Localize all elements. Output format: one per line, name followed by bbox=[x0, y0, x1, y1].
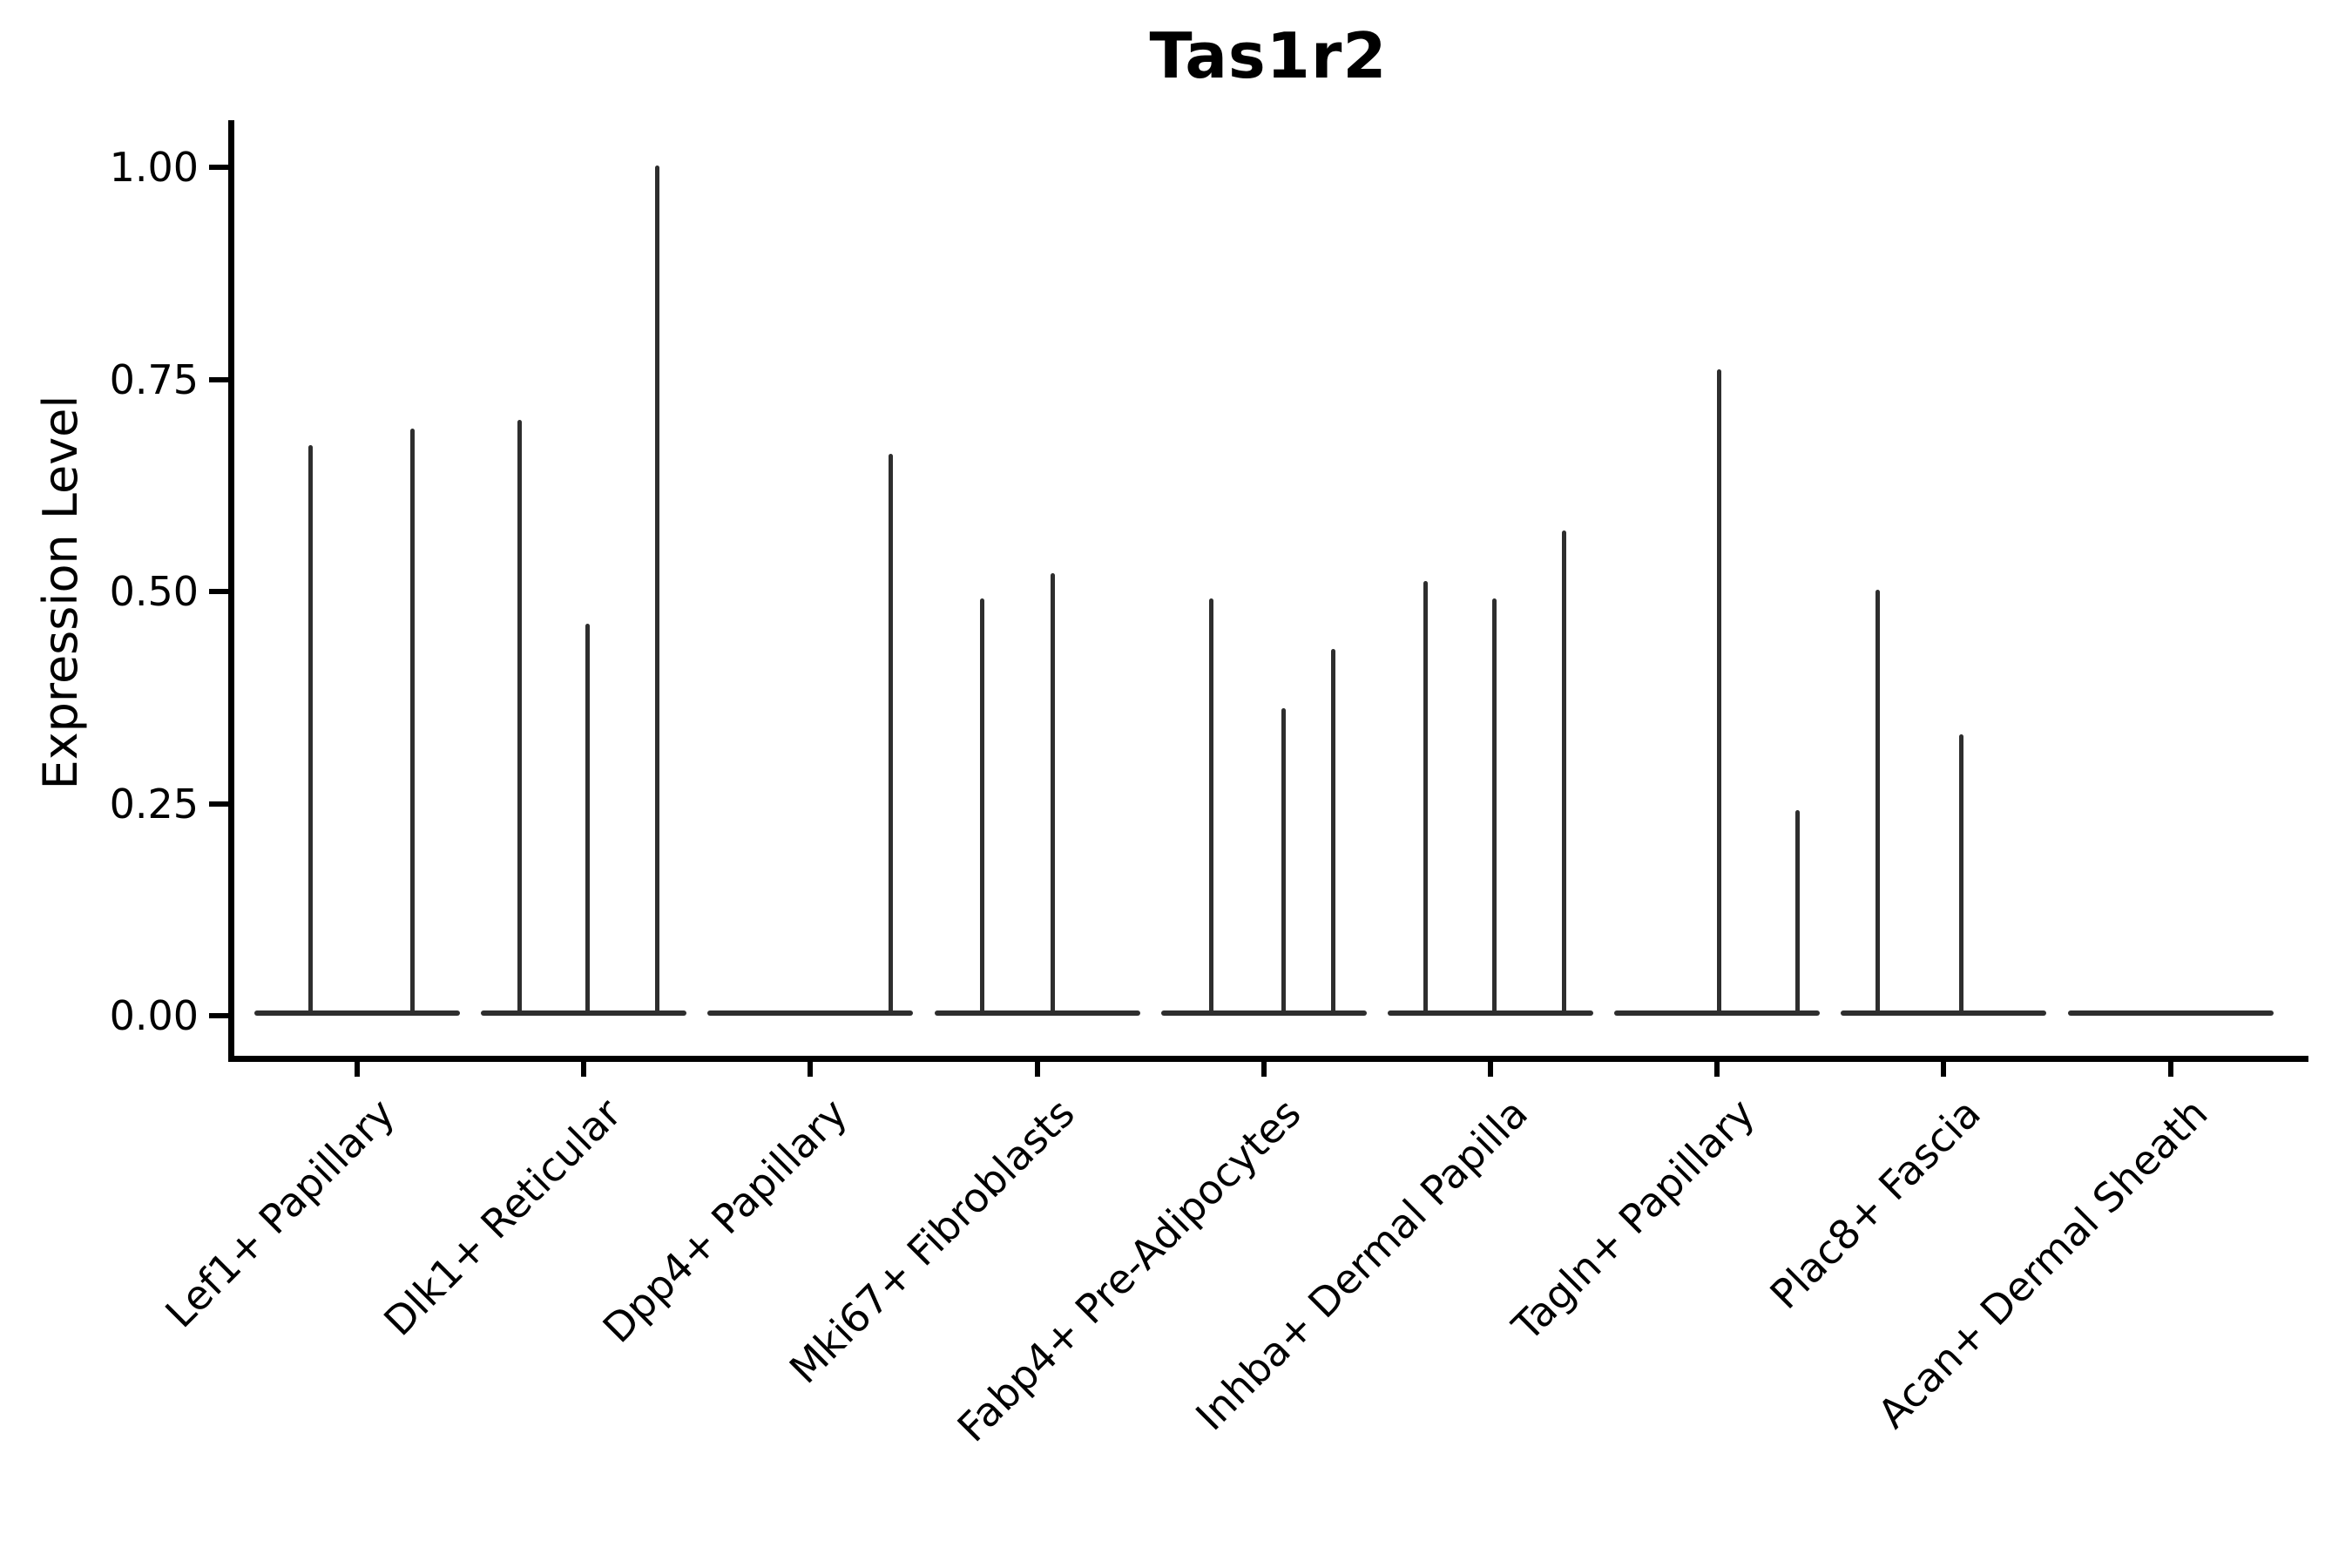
chart-title: Tas1r2 bbox=[1149, 19, 1388, 92]
x-tick-mark bbox=[1941, 1062, 1947, 1077]
violin-baseline bbox=[1388, 1010, 1593, 1016]
violin-spike bbox=[308, 445, 313, 1016]
violin-spike bbox=[980, 598, 985, 1016]
violin-spike bbox=[585, 623, 590, 1016]
violin-spike bbox=[1331, 649, 1336, 1016]
violin-spike bbox=[517, 420, 522, 1016]
x-tick-mark bbox=[1260, 1062, 1267, 1077]
violin-spike bbox=[1281, 708, 1287, 1016]
x-tick-mark bbox=[2167, 1062, 2173, 1077]
violin-spike bbox=[1491, 598, 1497, 1016]
y-tick-label: 0.00 bbox=[109, 992, 199, 1039]
x-tick-mark bbox=[355, 1062, 360, 1077]
violin-spike bbox=[1423, 581, 1428, 1016]
violin-spike bbox=[1958, 733, 1963, 1016]
x-tick-mark bbox=[1488, 1062, 1493, 1077]
x-category-label: Dlk1+ Reticular bbox=[374, 1089, 630, 1345]
violin-spike bbox=[1794, 810, 1800, 1016]
violin-baseline bbox=[254, 1010, 460, 1016]
x-tick-mark bbox=[1034, 1062, 1040, 1077]
x-tick-mark bbox=[581, 1062, 587, 1077]
y-tick-label: 0.75 bbox=[109, 355, 199, 403]
y-tick-mark-0.75 bbox=[209, 376, 228, 382]
violin-baseline bbox=[481, 1010, 687, 1016]
x-category-label: Tagln+ Papillary bbox=[1503, 1089, 1763, 1350]
x-axis-spine bbox=[228, 1056, 2308, 1062]
y-axis-spine bbox=[228, 120, 234, 1062]
violin-spike bbox=[888, 454, 893, 1016]
y-tick-mark-0.00 bbox=[209, 1013, 228, 1018]
violin-baseline bbox=[1841, 1010, 2047, 1016]
y-tick-mark-0.25 bbox=[209, 801, 228, 807]
violin-baseline bbox=[1160, 1010, 1367, 1016]
violin-spike bbox=[1209, 598, 1214, 1016]
x-tick-mark bbox=[1714, 1062, 1720, 1077]
y-tick-label: 1.00 bbox=[109, 144, 199, 191]
violin-spike bbox=[1051, 572, 1056, 1016]
x-category-label: Lef1+ Papillary bbox=[155, 1089, 403, 1337]
violin-spike bbox=[1716, 368, 1721, 1016]
violin-spike bbox=[409, 428, 415, 1016]
y-tick-mark-1.00 bbox=[209, 165, 228, 170]
x-category-label: Plac8+ Fascia bbox=[1761, 1089, 1990, 1318]
violin-spike bbox=[1561, 530, 1566, 1016]
violin-baseline bbox=[934, 1010, 1140, 1016]
violin-spike bbox=[654, 166, 659, 1016]
y-tick-mark-0.50 bbox=[209, 589, 228, 594]
violin-baseline bbox=[707, 1010, 914, 1016]
violin-spike bbox=[1875, 590, 1880, 1016]
x-category-label: Dpp4+ Papillary bbox=[593, 1089, 857, 1352]
x-tick-mark bbox=[808, 1062, 814, 1077]
y-tick-label: 0.50 bbox=[109, 568, 199, 615]
y-tick-label: 0.25 bbox=[109, 780, 199, 828]
violin-baseline bbox=[2067, 1010, 2274, 1016]
